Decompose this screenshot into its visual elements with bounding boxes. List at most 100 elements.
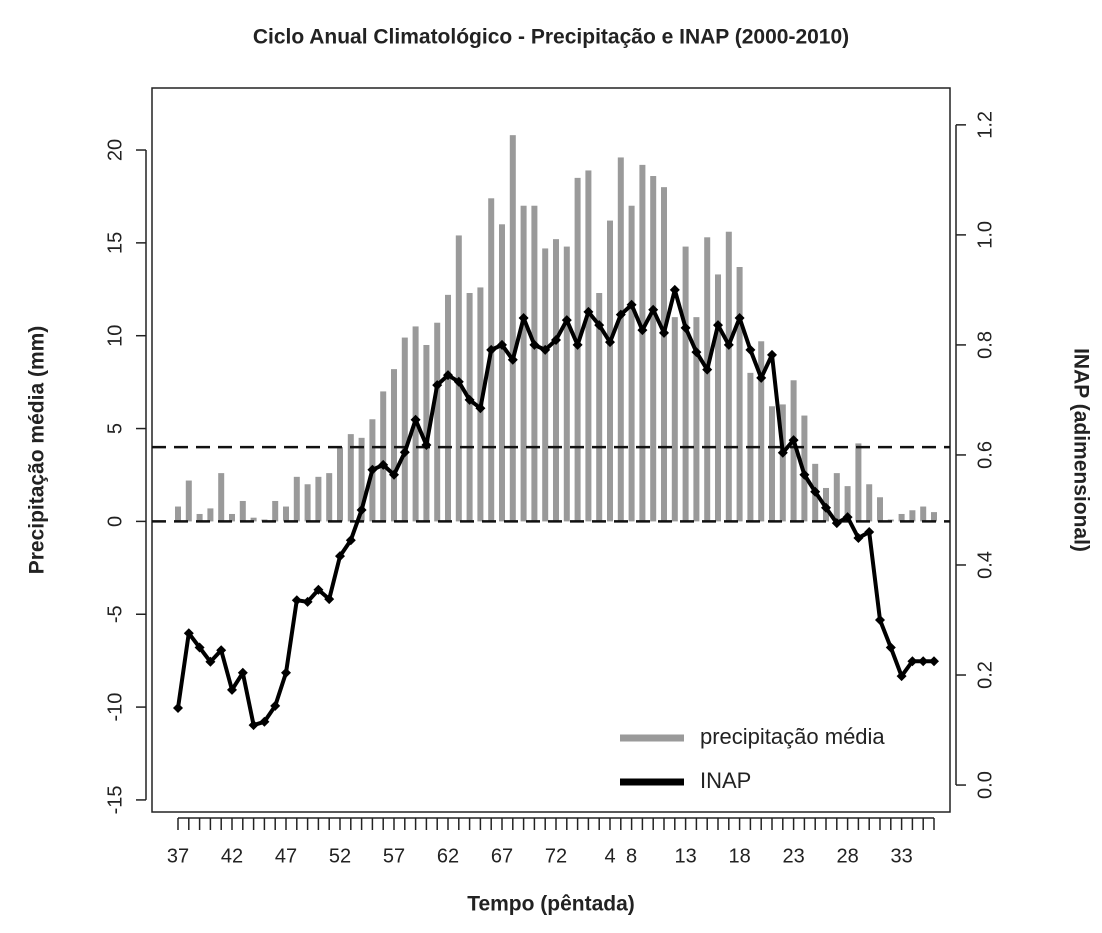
bar — [650, 176, 657, 522]
point — [216, 645, 227, 656]
point — [842, 512, 853, 523]
bar — [509, 135, 516, 522]
point — [713, 320, 723, 331]
bar — [175, 506, 181, 522]
point — [810, 486, 821, 497]
point — [864, 526, 875, 537]
point — [756, 372, 767, 383]
bar — [769, 406, 775, 522]
point — [507, 354, 518, 365]
x-tick-label: 4 — [604, 845, 615, 867]
point — [702, 364, 713, 375]
point — [475, 403, 486, 414]
point — [615, 309, 626, 320]
y2-tick-label: 1.2 — [974, 111, 996, 139]
point — [885, 642, 896, 653]
bar — [520, 205, 527, 522]
bar — [628, 205, 635, 522]
legend-label: INAP — [700, 768, 751, 793]
bar — [682, 246, 689, 522]
x-tick-label: 37 — [167, 845, 189, 867]
x-tick-label: 33 — [890, 845, 912, 867]
x-tick-label: 23 — [782, 845, 804, 867]
point — [680, 322, 691, 333]
point — [540, 344, 551, 355]
legend-label: precipitação média — [700, 724, 885, 749]
point — [345, 535, 356, 546]
point — [594, 320, 605, 331]
point — [453, 376, 464, 387]
point — [356, 504, 367, 515]
point — [443, 370, 453, 381]
point — [259, 716, 270, 727]
point — [410, 414, 421, 425]
x-tick-label: 52 — [329, 845, 351, 867]
x-axis-label: Tempo (pêntada) — [467, 893, 635, 916]
point — [799, 469, 810, 480]
point — [561, 315, 572, 326]
bar — [466, 293, 473, 522]
point — [227, 684, 237, 695]
bar — [909, 510, 916, 522]
y-tick-label: -5 — [104, 605, 126, 623]
bar — [272, 500, 279, 522]
bar — [293, 476, 300, 522]
bar — [704, 237, 711, 522]
point — [691, 347, 702, 358]
point — [237, 667, 248, 678]
bar — [736, 267, 743, 522]
point — [194, 642, 205, 653]
x-tick-label: 42 — [221, 845, 243, 867]
y2-tick-label: 0.4 — [974, 551, 996, 579]
point — [659, 327, 669, 338]
point — [777, 447, 788, 458]
bar — [218, 473, 225, 522]
chart-title: Ciclo Anual Climatológico - Precipitação… — [253, 26, 849, 49]
point — [183, 628, 194, 639]
point — [313, 584, 324, 595]
y-tick-label: 10 — [104, 325, 126, 347]
bar — [671, 317, 678, 522]
y2-tick-label: 1.0 — [974, 221, 996, 249]
bar — [423, 344, 430, 522]
bar — [790, 380, 797, 522]
y-tick-label: 20 — [104, 139, 126, 161]
bar — [553, 239, 559, 522]
bar — [693, 317, 700, 522]
bar — [617, 157, 624, 522]
bar — [315, 476, 322, 522]
bar — [758, 341, 765, 522]
point — [767, 349, 777, 360]
bar — [358, 437, 365, 522]
point — [821, 502, 831, 513]
bar — [434, 322, 441, 522]
point — [853, 533, 864, 544]
point — [529, 339, 540, 350]
point — [518, 312, 529, 323]
point — [875, 614, 885, 625]
point — [723, 339, 734, 350]
bar — [596, 293, 603, 522]
bar — [833, 473, 840, 522]
point — [378, 459, 389, 470]
bar — [229, 513, 235, 522]
point — [637, 325, 648, 336]
bar — [866, 484, 873, 522]
point — [399, 447, 410, 458]
point — [281, 667, 291, 678]
point — [464, 394, 475, 405]
y2-tick-label: 0.0 — [974, 771, 996, 799]
point — [745, 344, 756, 355]
bar — [607, 220, 613, 522]
point — [648, 304, 659, 315]
point — [551, 334, 561, 345]
y-tick-label: 5 — [104, 423, 126, 434]
bar — [326, 473, 333, 522]
bar — [542, 248, 549, 522]
bar — [898, 513, 905, 522]
point — [572, 339, 583, 350]
point — [432, 380, 443, 391]
bar — [877, 497, 883, 522]
